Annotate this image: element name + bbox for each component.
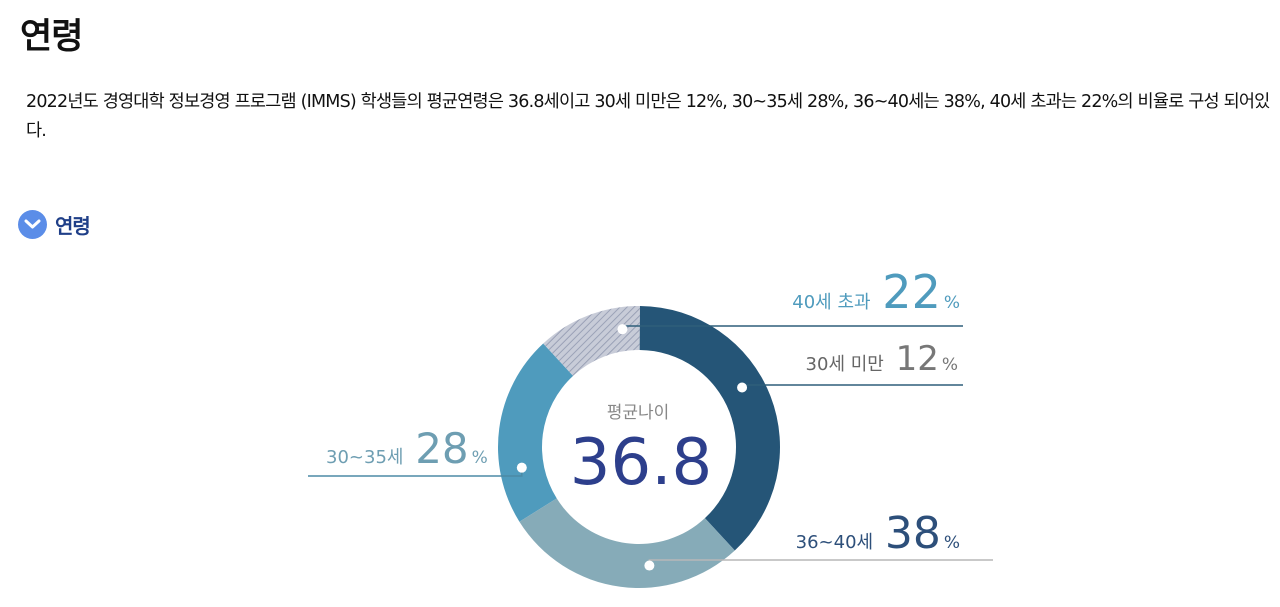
slice-dot-2 [644, 560, 655, 571]
slice-name-0: 40세 초과 [792, 292, 876, 313]
chevron-down-icon [18, 209, 47, 239]
section-title: 연령 [55, 213, 91, 238]
slice-name-2: 36~40세 [796, 532, 879, 553]
intro-paragraph: 2022년도 경영대학 정보경영 프로그램 (IMMS) 학생들의 평균연령은 … [26, 92, 1270, 141]
slice-dot-0 [617, 324, 628, 335]
slice-value-3: 28 [415, 424, 468, 473]
slice-unit-0: % [944, 293, 960, 313]
slice-unit-3: % [472, 448, 488, 468]
donut-slice-2 [639, 306, 780, 551]
leader-line-1 [741, 384, 963, 388]
center-label: 평균나이 [607, 403, 670, 423]
slice-label-2: 36~40세 38% [796, 508, 960, 559]
donut-slice-3 [519, 498, 735, 588]
section-header: 연령 [18, 207, 91, 241]
slice-name-1: 30세 미만 [806, 354, 890, 375]
slice-value-2: 38 [885, 508, 941, 559]
slice-value-0: 22 [882, 265, 941, 319]
center-value: 36.8 [570, 426, 713, 500]
slice-name-3: 30~35세 [326, 447, 409, 468]
slice-label-0: 40세 초과 22% [792, 265, 960, 319]
slice-label-1: 30세 미만 12% [806, 339, 958, 379]
slice-value-1: 12 [896, 339, 939, 379]
slice-dot-1 [737, 382, 748, 393]
page-title: 연령 [20, 17, 83, 57]
slice-unit-1: % [942, 355, 958, 375]
slice-label-3: 30~35세 28% [326, 424, 488, 473]
donut-slice-1 [543, 306, 640, 376]
donut-slice-0 [498, 343, 574, 522]
slice-unit-2: % [944, 533, 960, 553]
slice-dot-3 [516, 462, 527, 473]
